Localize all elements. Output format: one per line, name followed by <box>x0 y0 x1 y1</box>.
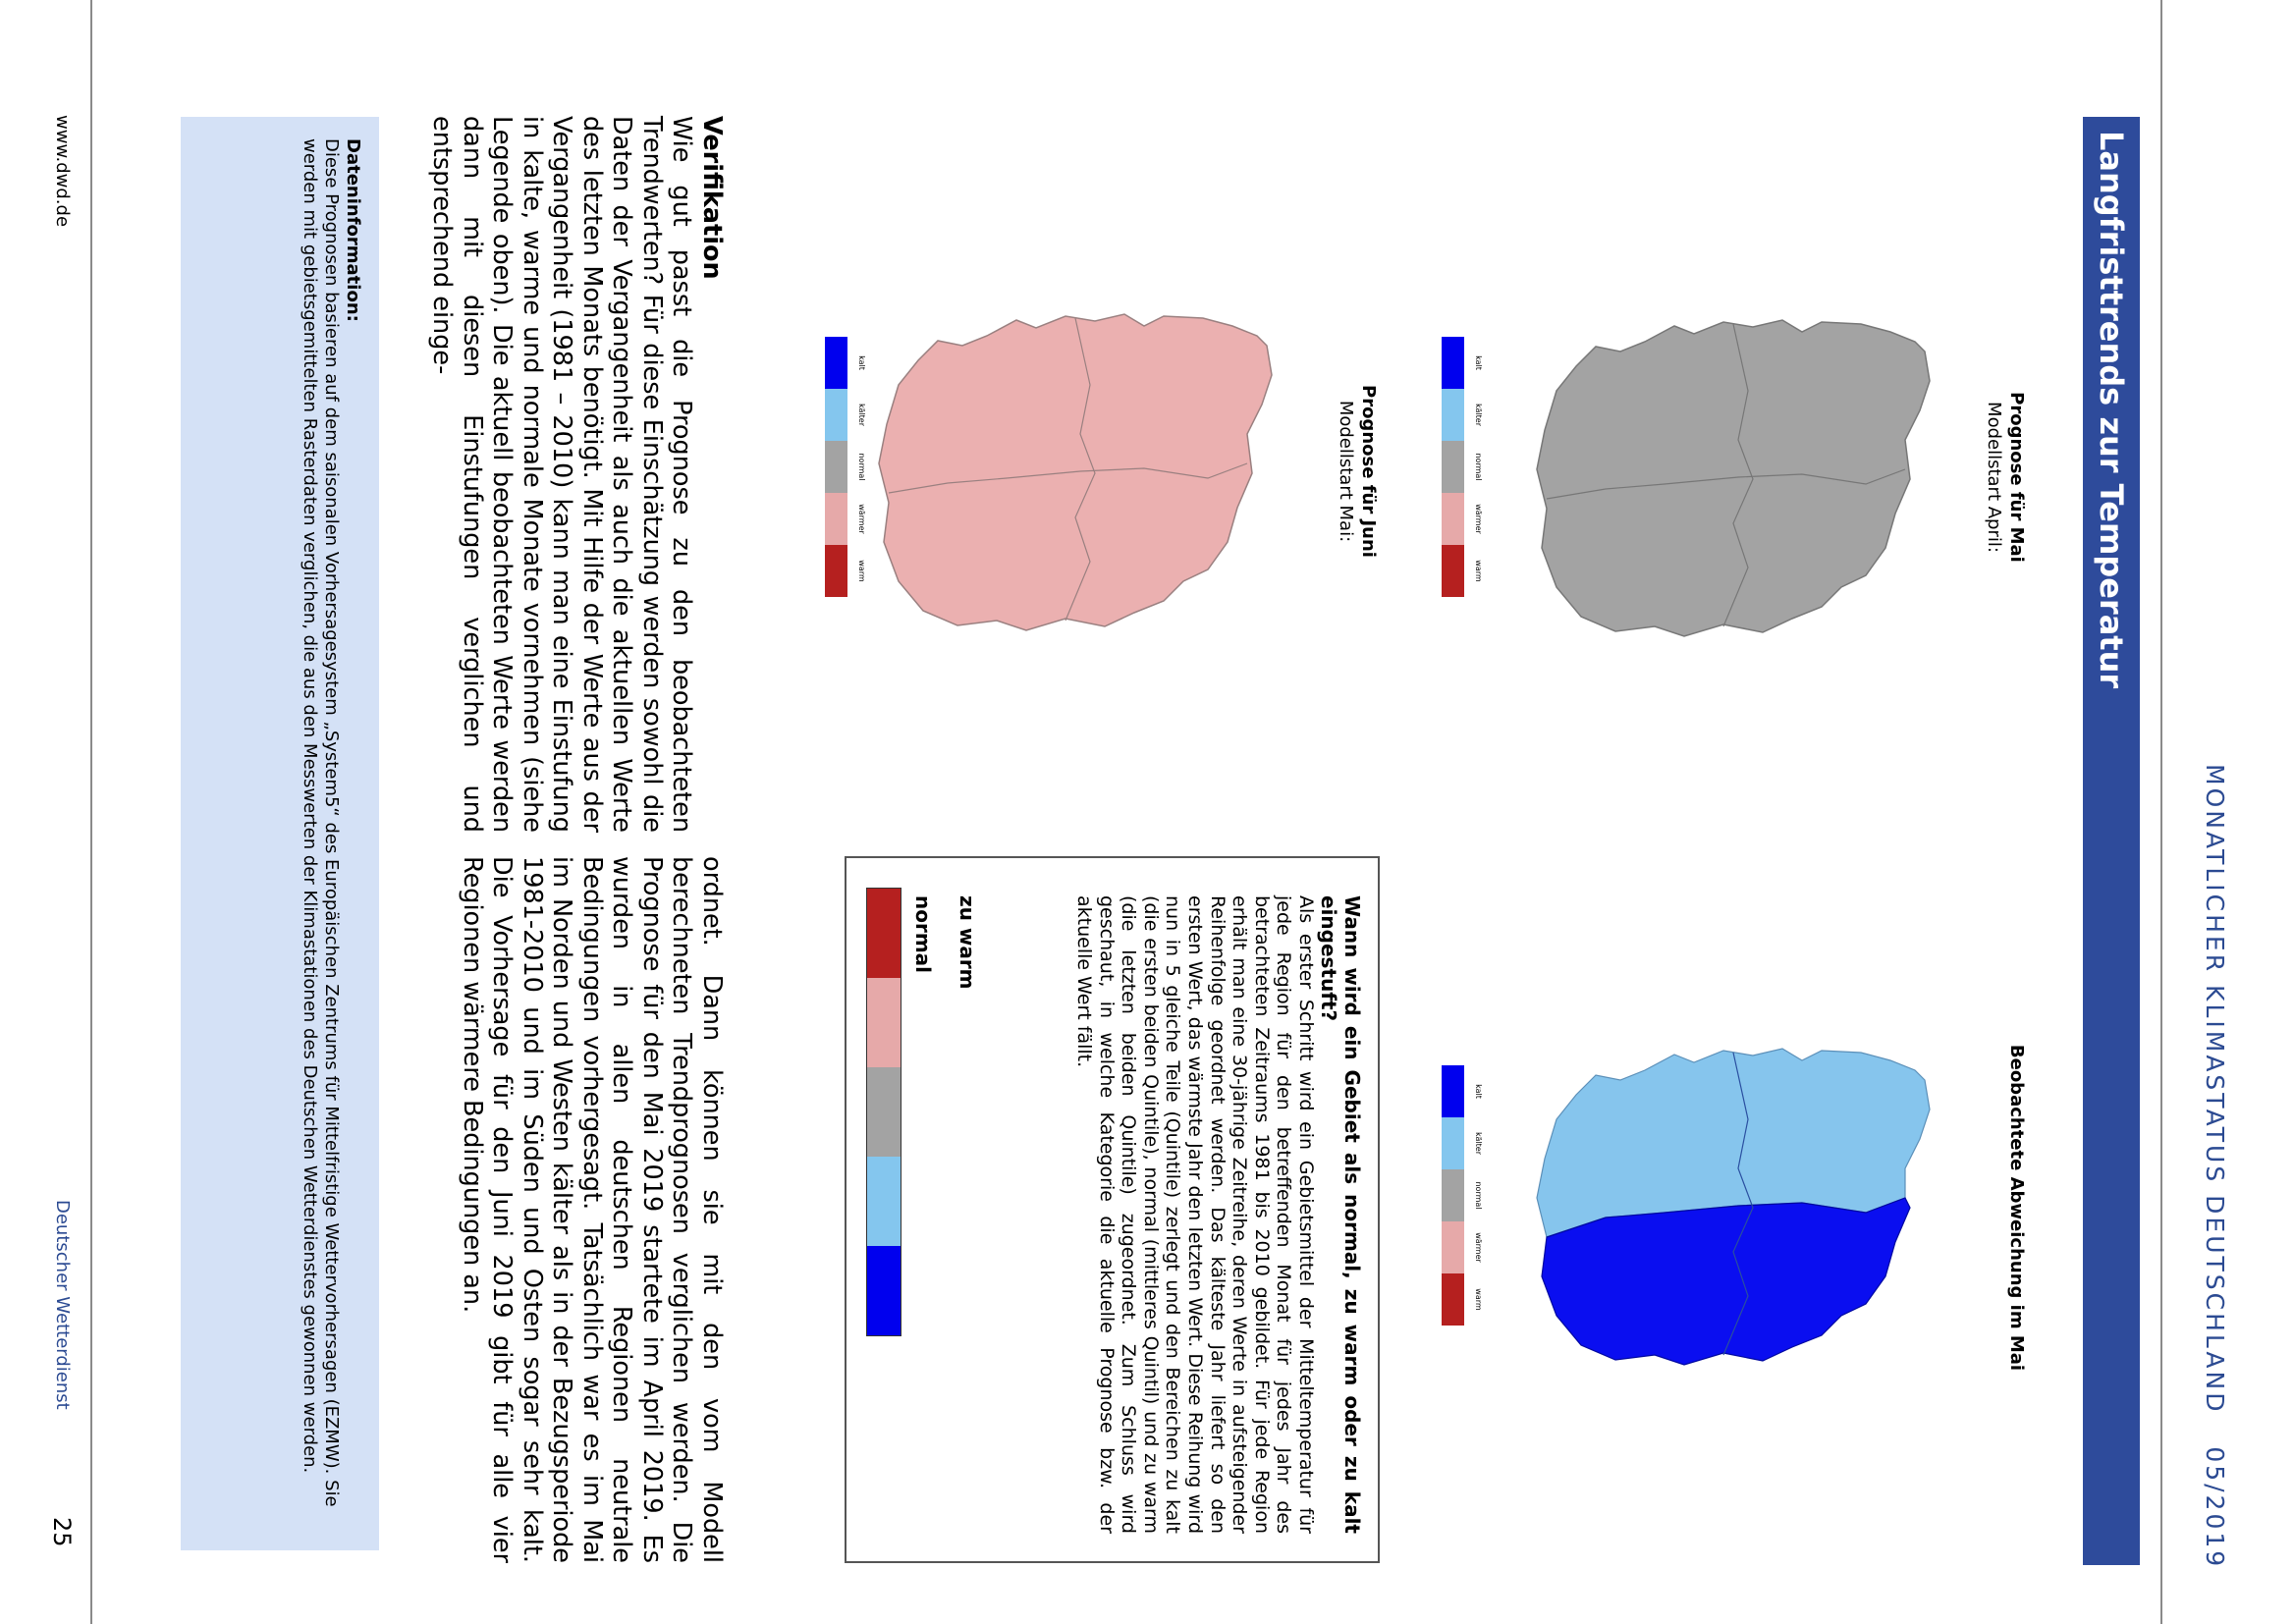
map-title: Beobachtete Abweichung im Mai <box>2006 1044 2027 1372</box>
legend-label: warm <box>1474 1288 1483 1311</box>
map-may-forecast-title: Prognose für Mai Modellstart April: <box>1983 369 2028 585</box>
explanation-box-content: Wann wird ein Gebiet als normal, zu warm… <box>1072 895 1364 1534</box>
map-subtitle: Modellstart April: <box>1984 402 2004 553</box>
left-border-line <box>90 0 92 1624</box>
footer-organization: Deutscher Wetterdienst <box>52 1200 73 1410</box>
legend-label: kälter <box>1474 1132 1483 1155</box>
legend-swatches <box>1442 337 1464 597</box>
scale-label-warm: zu warm <box>956 895 979 990</box>
publication-title: MONATLICHER KLIMASTATUS DEUTSCHLAND <box>2201 764 2229 1415</box>
legend-label: wärmer <box>1474 1232 1483 1263</box>
legend-label: kälter <box>857 404 866 426</box>
legend-label: wärmer <box>857 504 866 534</box>
region-south-east <box>1541 1197 1911 1366</box>
legend-label: kalt <box>857 355 866 370</box>
section-title: Langfristtrends zur Temperatur <box>2083 117 2140 1565</box>
publication-header: MONATLICHER KLIMASTATUS DEUTSCHLAND 05/2… <box>2195 764 2234 1569</box>
info-heading: Dateninformation: <box>343 138 363 322</box>
verification-text-2: ordnet. Dann können sie mit den vom Mode… <box>458 856 727 1563</box>
info-body: Diese Prognosen basieren auf dem saisona… <box>300 138 342 1507</box>
map-title: Prognose für Juni <box>1358 385 1379 558</box>
data-info-box: Dateninformation: Diese Prognosen basier… <box>181 117 379 1550</box>
quintile-scale-bar <box>866 888 901 1336</box>
map-observed-may <box>1536 1048 1931 1366</box>
right-border-line <box>2160 0 2162 1624</box>
verification-heading: Verifikation <box>697 116 727 280</box>
page-number: 25 <box>48 1517 76 1547</box>
legend-label: warm <box>857 560 866 582</box>
verification-text-1: Wie gut passt die Prognose zu den beobac… <box>427 116 697 833</box>
explanation-heading: Wann wird ein Gebiet als normal, zu warm… <box>1317 895 1364 1534</box>
legend-swatches <box>825 337 847 597</box>
verification-column-1: Verifikation Wie gut passt die Prognose … <box>427 116 728 833</box>
map-june-forecast <box>878 313 1273 631</box>
map-subtitle: Modellstart Mai: <box>1336 400 1356 543</box>
region-boundary <box>1546 468 1906 500</box>
legend-label: kalt <box>1474 1084 1483 1099</box>
map-observed-title: Beobachtete Abweichung im Mai <box>2005 1021 2028 1394</box>
map-may-forecast <box>1536 319 1931 637</box>
legend-label: kalt <box>1474 355 1483 370</box>
verification-column-2: ordnet. Dann können sie mit den vom Mode… <box>458 856 727 1563</box>
legend-label: normal <box>1474 1181 1483 1210</box>
map-observed-legend: kalt kälter normal wärmer warm <box>1442 1065 1483 1326</box>
legend-swatches <box>1442 1065 1464 1326</box>
legend-label: warm <box>1474 560 1483 582</box>
legend-label: kälter <box>1474 404 1483 426</box>
footer-url[interactable]: www.dwd.de <box>52 115 73 228</box>
map-june-forecast-legend: kalt kälter normal wärmer warm <box>825 337 866 597</box>
explanation-body: Als erster Schritt wird ein Gebietsmitte… <box>1073 895 1317 1534</box>
region-boundary <box>1065 317 1096 622</box>
region-boundary <box>1722 323 1754 627</box>
legend-label: normal <box>857 453 866 481</box>
legend-label: wärmer <box>1474 504 1483 534</box>
map-may-forecast-legend: kalt kälter normal wärmer warm <box>1442 337 1483 597</box>
map-june-forecast-title: Prognose für Juni Modellstart Mai: <box>1335 363 1380 579</box>
explanation-box: Wann wird ein Gebiet als normal, zu warm… <box>845 856 1380 1563</box>
legend-label: normal <box>1474 453 1483 481</box>
region-boundary <box>1722 1052 1754 1356</box>
region-boundary <box>888 462 1248 494</box>
issue-date: 05/2019 <box>2201 1446 2229 1570</box>
map-title: Prognose für Mai <box>2006 392 2027 563</box>
